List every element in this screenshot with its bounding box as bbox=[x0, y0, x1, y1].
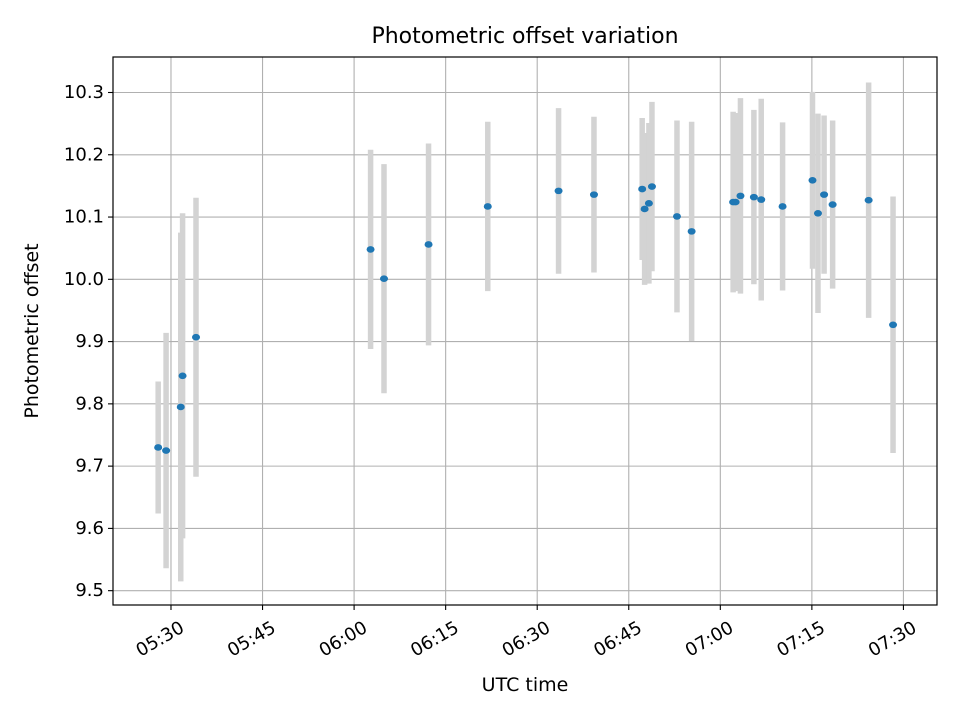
data-point bbox=[731, 198, 740, 206]
data-point bbox=[154, 444, 163, 451]
data-point bbox=[554, 187, 563, 195]
data-points bbox=[154, 177, 898, 454]
data-point bbox=[589, 191, 598, 198]
y-tick-label: 10.0 bbox=[64, 269, 104, 290]
chart-title: Photometric offset variation bbox=[371, 24, 678, 49]
data-point bbox=[640, 205, 649, 213]
data-point bbox=[736, 192, 745, 200]
data-point bbox=[687, 228, 696, 235]
data-point bbox=[828, 201, 837, 208]
y-tick-label: 9.5 bbox=[75, 580, 104, 601]
data-point bbox=[176, 403, 185, 411]
y-tick-label: 10.2 bbox=[64, 144, 104, 165]
x-axis-label: UTC time bbox=[482, 674, 569, 696]
y-tick-label: 9.9 bbox=[75, 331, 104, 352]
y-tick-label: 9.8 bbox=[75, 393, 104, 414]
data-point bbox=[647, 183, 656, 190]
data-point bbox=[778, 203, 787, 210]
y-axis-ticks: 9.5 9.6 9.7 9.8 9.9 10.0 10.1 10.2 10.3 bbox=[64, 82, 113, 601]
y-tick-label: 10.3 bbox=[64, 82, 104, 103]
data-point bbox=[366, 246, 375, 253]
data-point bbox=[644, 200, 653, 207]
data-point bbox=[424, 241, 433, 248]
y-tick-label: 9.7 bbox=[75, 456, 104, 477]
grid bbox=[113, 57, 937, 605]
data-point bbox=[380, 275, 389, 282]
data-point bbox=[162, 447, 171, 454]
plot-area-frame bbox=[112, 56, 938, 606]
y-tick-label: 10.1 bbox=[64, 207, 104, 228]
data-point bbox=[749, 193, 758, 201]
data-point bbox=[889, 321, 898, 329]
data-point bbox=[192, 333, 201, 341]
data-point bbox=[820, 191, 829, 198]
data-point bbox=[813, 210, 822, 217]
data-point bbox=[638, 185, 647, 193]
data-point bbox=[178, 372, 187, 380]
data-point bbox=[864, 196, 873, 204]
data-point bbox=[483, 203, 492, 210]
y-tick-label: 9.6 bbox=[75, 518, 104, 539]
data-point bbox=[757, 196, 766, 203]
data-point bbox=[808, 177, 817, 184]
y-axis-label: Photometric offset bbox=[21, 243, 43, 418]
data-point bbox=[672, 213, 681, 220]
